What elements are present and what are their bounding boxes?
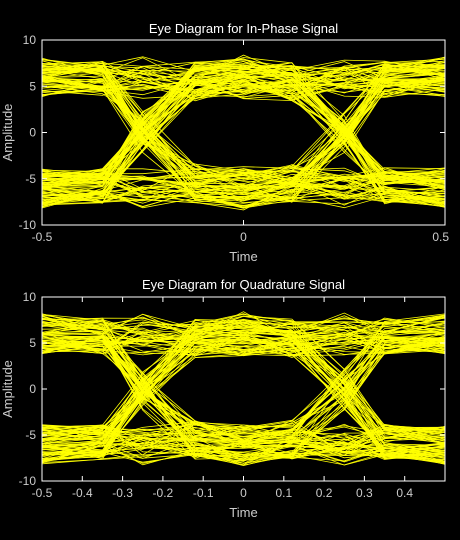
trace-line	[41, 73, 446, 182]
x-tick-label: 0.5	[432, 230, 449, 244]
trace-group	[41, 54, 446, 211]
x-tick-label: -0.5	[32, 486, 53, 500]
trace-line	[41, 424, 446, 457]
trace-line	[41, 65, 446, 201]
trace-line	[41, 334, 446, 463]
trace-line	[41, 323, 446, 439]
y-tick-label: 5	[29, 79, 36, 93]
trace-line	[41, 340, 446, 461]
y-axis-label: Amplitude	[0, 104, 15, 162]
y-tick-label: 0	[29, 382, 36, 396]
trace-line	[41, 67, 446, 179]
trace-line	[41, 338, 446, 457]
inphase-eye-chart: -10 -5 0 5 10 -0.5 0 0.5 Eye Diagram for In-Pha…	[0, 21, 449, 264]
tick-group: -10 -5 0 5 10 -0.5 -0.4 -0.3 -0.2 -0.1 0 0.1 0.2 0.3 0…	[19, 290, 445, 500]
x-tick-label: 0.2	[316, 486, 333, 500]
trace-line	[41, 339, 446, 464]
plot-frame	[41, 39, 446, 226]
chart-title: Eye Diagram for Quadrature Signal	[142, 277, 345, 292]
trace-line	[41, 79, 446, 205]
y-tick-label: 0	[29, 126, 36, 140]
x-tick-label: -0.2	[153, 486, 174, 500]
trace-line	[41, 89, 446, 202]
trace-line	[41, 336, 446, 462]
trace-line	[41, 337, 446, 437]
trace-line	[41, 339, 446, 438]
x-axis-label: Time	[229, 249, 257, 264]
trace-line	[41, 171, 446, 208]
trace-line	[41, 313, 446, 458]
y-axis-label: Amplitude	[0, 360, 15, 418]
trace-line	[41, 317, 446, 462]
trace-line	[41, 320, 446, 432]
trace-line	[41, 65, 446, 184]
y-tick-label: -5	[25, 428, 36, 442]
trace-line	[41, 56, 446, 79]
trace-line	[41, 61, 446, 204]
trace-line	[41, 60, 446, 203]
trace-line	[41, 63, 446, 208]
trace-line	[41, 317, 446, 354]
chart-title: Eye Diagram for In-Phase Signal	[149, 21, 338, 36]
trace-line	[41, 318, 446, 354]
trace-line	[41, 429, 446, 464]
trace-line	[41, 64, 446, 200]
y-tick-label: 5	[29, 336, 36, 350]
trace-line	[41, 75, 446, 199]
trace-line	[41, 67, 446, 99]
x-tick-label: 0.4	[396, 486, 413, 500]
trace-line	[41, 79, 446, 96]
x-axis-label: Time	[229, 505, 257, 520]
trace-line	[41, 168, 446, 192]
trace-line	[41, 322, 446, 437]
plot-frame	[41, 296, 446, 482]
y-tick-label: -10	[19, 474, 37, 488]
trace-line	[41, 426, 446, 461]
trace-line	[41, 63, 446, 99]
quadrature-eye-chart: -10 -5 0 5 10 -0.5 -0.4 -0.3 -0.2 -0.1 0 0.1 0.2 0.3 0…	[0, 277, 446, 520]
trace-group	[41, 311, 446, 467]
trace-line	[41, 82, 446, 191]
x-tick-label: -0.1	[193, 486, 214, 500]
trace-line	[41, 72, 446, 182]
trace-line	[41, 331, 446, 352]
trace-line	[41, 328, 446, 459]
trace-line	[41, 336, 446, 441]
trace-line	[41, 175, 446, 203]
trace-line	[41, 314, 446, 458]
trace-line	[41, 85, 446, 186]
trace-line	[41, 77, 446, 204]
trace-line	[41, 78, 446, 208]
trace-line	[41, 425, 446, 462]
trace-line	[41, 62, 446, 198]
x-tick-label: -0.3	[112, 486, 133, 500]
trace-line	[41, 61, 446, 205]
trace-line	[42, 90, 446, 195]
x-tick-label: 0.1	[275, 486, 292, 500]
trace-line	[41, 59, 446, 191]
trace-line	[41, 313, 446, 339]
y-tick-label: -5	[25, 172, 36, 186]
trace-line	[41, 335, 446, 466]
y-tick-label: 10	[23, 290, 37, 304]
x-tick-label: 0.3	[356, 486, 373, 500]
y-tick-label: 10	[23, 33, 37, 47]
trace-line	[41, 313, 446, 442]
trace-line	[41, 315, 446, 451]
trace-line	[41, 337, 446, 456]
trace-line	[41, 76, 446, 183]
trace-line	[41, 426, 446, 457]
trace-line	[41, 335, 446, 446]
x-tick-label: 0	[240, 486, 247, 500]
trace-line	[41, 330, 446, 462]
trace-line	[41, 311, 446, 431]
x-tick-label: -0.5	[32, 230, 53, 244]
x-tick-label: 0	[240, 230, 247, 244]
trace-line	[41, 63, 446, 203]
trace-line	[41, 70, 446, 178]
x-tick-label: -0.4	[72, 486, 93, 500]
y-tick-label: -10	[19, 218, 37, 232]
trace-line	[41, 333, 446, 441]
